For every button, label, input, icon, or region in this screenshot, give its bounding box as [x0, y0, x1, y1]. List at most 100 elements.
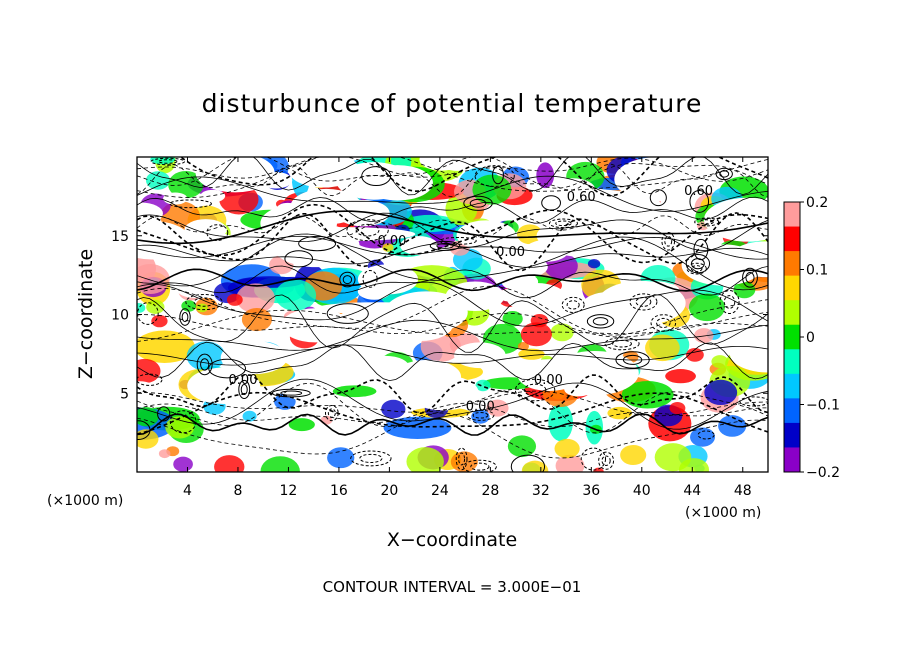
field-cell: [406, 447, 444, 472]
y-tick-label: 5: [120, 386, 129, 402]
contour-loop: [169, 199, 212, 209]
contour-loop: [664, 235, 673, 247]
contour-loop: [690, 258, 705, 270]
contour-line: [137, 391, 768, 435]
x-axis-unit-left: (×1000 m): [47, 493, 123, 509]
contour-loop: [697, 430, 715, 440]
contour-loop: [742, 267, 758, 288]
contour-loop: [458, 452, 466, 466]
field-cell: [332, 385, 377, 398]
field-cell: [536, 162, 555, 189]
colorbar-swatch: [784, 349, 800, 375]
contour-loop: [200, 358, 210, 371]
contour-loop: [193, 297, 215, 307]
contour-label: 0.00: [377, 234, 406, 249]
contour-loop: [649, 189, 667, 207]
chart-title: disturbunce of potential temperature: [202, 89, 703, 118]
contour-loop: [361, 166, 392, 187]
contour-loop: [150, 157, 186, 166]
field-cell: [137, 264, 170, 295]
contour-loop: [455, 447, 468, 471]
colorbar-swatch: [784, 226, 800, 252]
contour-loop: [615, 351, 650, 369]
colorbar-tick-label: 0.1: [806, 263, 828, 279]
field-cell: [645, 334, 680, 362]
colorbar-tick-label: −0.2: [806, 465, 840, 481]
field-cell: [690, 427, 716, 447]
contour-loop: [137, 373, 163, 386]
contour-loop: [271, 388, 311, 398]
contour-label: 0.00: [229, 373, 258, 388]
contour-line: [137, 157, 768, 189]
colorbar: 0.2 0.1 0 −0.1 −0.2: [783, 195, 840, 481]
x-tick-label: 24: [431, 483, 449, 499]
contour-loop: [359, 453, 383, 463]
field-cell: [137, 358, 161, 384]
field-cell: [196, 303, 208, 313]
contour-loop: [561, 296, 585, 313]
contour-line: [137, 412, 768, 436]
contour-line: [137, 373, 768, 415]
field-cell: [517, 341, 529, 351]
contour-line: [137, 265, 768, 299]
contour-loop: [719, 289, 740, 315]
contour-loop: [206, 224, 229, 241]
field-cell: [711, 355, 729, 369]
x-tick-label: 44: [683, 483, 701, 499]
field-cell: [555, 454, 585, 472]
contour-loop: [592, 317, 609, 326]
field-cell: [654, 443, 692, 472]
x-tick-label: 40: [633, 483, 651, 499]
contour-loop: [523, 383, 547, 397]
contour-line: [137, 390, 768, 417]
contour-loop: [690, 265, 703, 273]
contour-loop: [635, 296, 652, 307]
y-axis: 5 10 15: [111, 229, 768, 402]
field-cell: [275, 227, 416, 242]
field-cell: [158, 449, 171, 459]
contour-loop: [179, 308, 191, 326]
contour-loop: [429, 240, 461, 251]
contour-loop: [580, 447, 607, 471]
contour-lines: [137, 157, 768, 472]
y-tick-label: 10: [111, 308, 129, 324]
contour-loop: [462, 459, 497, 472]
contour-loop: [510, 454, 546, 472]
contour-line: [137, 341, 768, 382]
contour-loop: [745, 271, 755, 284]
contour-interval-label: CONTOUR INTERVAL = 3.000E−01: [323, 578, 582, 596]
field-cell: [214, 455, 245, 472]
y-axis-label: Z−coordinate: [75, 249, 97, 379]
contour-label: 0.00: [466, 400, 495, 415]
field-cell: [704, 379, 738, 406]
contour-line: [137, 233, 768, 291]
colorbar-tick-label: 0.2: [806, 195, 828, 211]
field-cell: [241, 162, 274, 178]
field-cell: [669, 402, 686, 415]
field-cell: [173, 231, 242, 266]
colorbar-swatch: [784, 398, 800, 424]
field-cell: [327, 447, 355, 469]
contour-line: [137, 157, 768, 182]
field-cell: [137, 302, 146, 313]
colorbar-swatch: [784, 422, 800, 448]
contour-loop: [612, 339, 632, 348]
contour-loop: [686, 262, 707, 275]
contour-loop: [650, 314, 677, 332]
x-tick-label: 48: [734, 483, 752, 499]
contour-line: [137, 294, 768, 353]
contour-line: [137, 378, 768, 430]
contour-loop: [598, 451, 615, 470]
field-cell: [550, 323, 574, 342]
contour-loop: [157, 406, 171, 422]
contour-loop: [656, 317, 671, 328]
field-cell: [524, 239, 569, 262]
contour-line: [137, 157, 768, 196]
field-cell: [507, 435, 537, 458]
field-cell: [383, 416, 452, 440]
contour-loop: [685, 253, 711, 274]
field-cell: [587, 258, 601, 269]
contour-loop: [326, 303, 369, 324]
contour-line: [137, 402, 768, 428]
